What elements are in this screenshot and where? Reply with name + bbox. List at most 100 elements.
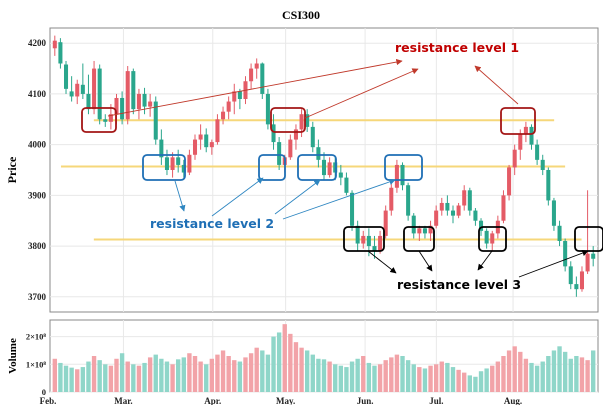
volume-bar <box>209 358 215 392</box>
volume-bar <box>439 361 444 392</box>
candle-body <box>585 253 590 272</box>
volume-bar <box>551 350 557 392</box>
resistance-3-box <box>343 226 385 252</box>
candle-body <box>142 93 147 107</box>
volume-bar <box>557 346 562 392</box>
x-tick-label: Feb. <box>40 396 57 405</box>
candle-body <box>131 71 136 110</box>
volume-bar <box>445 362 450 392</box>
candle-body <box>181 164 186 173</box>
volume-y-tick-label: 0 <box>42 387 46 397</box>
volume-bar <box>523 358 529 392</box>
volume-bar <box>355 358 360 392</box>
volume-bar <box>142 362 147 392</box>
price-y-tick-label: 4200 <box>28 38 47 48</box>
annotation-arrow <box>274 179 321 215</box>
volume-bar <box>114 358 119 392</box>
candle-body <box>361 235 366 244</box>
candle-body <box>204 134 209 148</box>
volume-bar <box>462 372 467 392</box>
volume-bar <box>58 362 63 392</box>
volume-bar <box>215 354 220 392</box>
candle-body <box>557 225 562 241</box>
volume-bar <box>147 357 153 392</box>
candle-body <box>316 147 321 160</box>
candle-body <box>164 157 169 170</box>
volume-bar <box>187 353 192 392</box>
x-tick-label: Apr. <box>204 396 221 405</box>
candle-body <box>400 164 405 186</box>
volume-bar <box>394 354 400 392</box>
volume-bar <box>344 367 349 392</box>
candle-body <box>198 134 203 140</box>
candle-body <box>64 64 69 89</box>
candle-body <box>473 210 478 221</box>
candle-body <box>327 162 332 176</box>
candle-body <box>187 154 192 173</box>
resistance-1-box <box>81 107 117 133</box>
volume-bar <box>220 350 226 392</box>
candle-body <box>249 68 254 82</box>
candle-body <box>512 149 517 168</box>
volume-bar <box>86 361 91 392</box>
volume-bar <box>69 367 74 392</box>
volume-bar <box>540 361 545 392</box>
candle-body <box>58 42 63 64</box>
volume-bar <box>400 356 405 392</box>
candle-body <box>192 139 198 155</box>
annotation-arrow <box>477 250 493 271</box>
candle-body <box>215 119 220 143</box>
resistance-2-box <box>384 154 423 181</box>
volume-bar <box>75 369 80 392</box>
volume-bar <box>260 350 265 392</box>
volume-bar <box>579 357 585 392</box>
volume-bar <box>97 360 102 392</box>
volume-bar <box>490 365 495 392</box>
candle-body <box>462 190 467 206</box>
candle-body <box>176 157 181 165</box>
volume-bar <box>181 357 186 392</box>
annotation-arrow <box>418 250 433 272</box>
resistance-3-box <box>478 226 507 252</box>
volume-bar <box>568 358 573 392</box>
candle-body <box>114 97 119 115</box>
candle-body <box>52 40 57 49</box>
price-y-tick-label: 3700 <box>28 292 47 302</box>
resistance-1-box <box>500 107 536 135</box>
annotation-arrow <box>174 180 186 212</box>
candle-body <box>350 192 355 226</box>
resistance-level-1-label: resistance level 1 <box>395 40 519 55</box>
candle-body <box>394 164 399 188</box>
candle-body <box>103 119 108 122</box>
candle-body <box>529 126 534 145</box>
candle-body <box>75 83 80 97</box>
candle-body <box>490 233 495 244</box>
candle-body <box>277 142 282 165</box>
volume-bar <box>198 361 203 392</box>
volume-bar <box>495 361 501 392</box>
volume-bar <box>501 356 506 392</box>
candle-body <box>467 190 472 211</box>
volume-axis-label: Volume <box>7 338 19 374</box>
candle-body <box>170 157 175 170</box>
candle-body <box>237 91 242 99</box>
candle-body <box>479 220 484 231</box>
candle-body <box>406 185 411 216</box>
annotation-arrow <box>304 68 419 119</box>
volume-bar <box>136 365 142 392</box>
candle-body <box>428 225 433 234</box>
volume-bar <box>506 350 512 392</box>
candle-body <box>389 187 394 211</box>
candle-body <box>378 235 383 252</box>
price-y-tick-label: 3800 <box>28 241 47 251</box>
volume-bar <box>52 358 57 392</box>
candle-body <box>563 241 568 267</box>
volume-bar <box>175 359 181 392</box>
volume-bar <box>321 359 327 392</box>
annotation-arrow <box>474 65 519 105</box>
volume-bar <box>271 336 276 392</box>
candle-body <box>372 246 377 252</box>
volume-bar <box>456 369 461 392</box>
price-y-tick-label: 3900 <box>28 190 47 200</box>
annotation-arrow <box>518 250 589 278</box>
